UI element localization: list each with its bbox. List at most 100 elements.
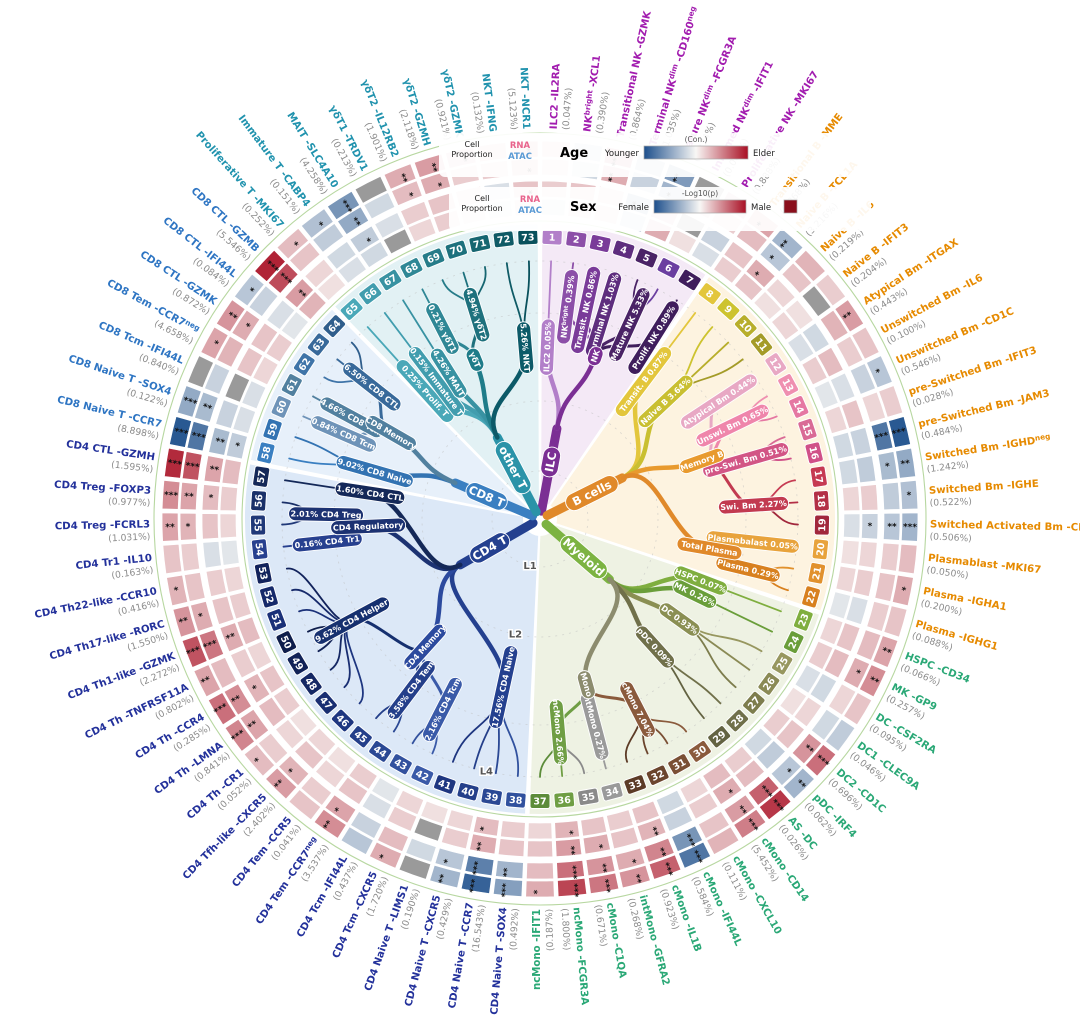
cluster-number: 33 bbox=[627, 778, 643, 793]
cluster-number: 59 bbox=[266, 422, 281, 438]
heatmap-cell-sex-atac bbox=[316, 272, 347, 302]
significance-stars: * bbox=[564, 830, 574, 836]
branch-pill-bg bbox=[540, 446, 562, 478]
cluster-number-box: 25 bbox=[771, 651, 794, 676]
heatmap-cell-sex-atac bbox=[241, 380, 267, 410]
heatmap-cell-age-atac bbox=[377, 825, 409, 853]
heatmap-cell-sex-atac bbox=[395, 789, 425, 816]
leaf-label: CD4 Treg -FCRL3 bbox=[55, 519, 150, 532]
heatmap-cell-sex-rna bbox=[775, 719, 805, 750]
legend-right-label: Male bbox=[751, 203, 771, 213]
cluster-number: 42 bbox=[414, 768, 431, 784]
heatmap-cell-sex-rna bbox=[205, 568, 228, 597]
branch-pill-bg bbox=[395, 359, 455, 423]
level-label: L4 bbox=[480, 766, 493, 777]
cluster-number: 37 bbox=[533, 796, 546, 807]
heatmap-cell-age-rna bbox=[878, 385, 904, 418]
heatmap-cell-sex-rna bbox=[784, 299, 814, 330]
legend-title: Age bbox=[560, 146, 588, 161]
cluster-number-bg bbox=[358, 282, 383, 306]
branch-pill-bg bbox=[614, 346, 673, 418]
heatmap-cell-sex-atac bbox=[219, 485, 238, 512]
heatmap-cell-sex-atac bbox=[813, 380, 839, 410]
heatmap-cell-sex-rna bbox=[849, 426, 872, 456]
heatmap-cell-age-rna bbox=[161, 512, 180, 542]
leaf-percentage: (0.047%) bbox=[561, 87, 575, 130]
cluster-number: 58 bbox=[260, 445, 274, 461]
cluster-number-box: 73 bbox=[517, 228, 539, 246]
branch-pill-bg bbox=[619, 681, 656, 738]
heatmap-cell-sex-atac bbox=[691, 241, 721, 269]
heatmap-cell-sex-atac bbox=[762, 707, 791, 738]
cluster-number-bg bbox=[504, 791, 527, 809]
heatmap-cell-age-rna bbox=[288, 789, 322, 821]
significance-stars: *** bbox=[599, 878, 611, 894]
heatmap-cell-sex-atac bbox=[843, 513, 861, 539]
cluster-number-box: 66 bbox=[358, 282, 383, 306]
significance-stars: ** bbox=[396, 172, 409, 185]
heatmap-cell-age-rna bbox=[843, 692, 873, 726]
significance-stars: *** bbox=[469, 878, 481, 894]
significance-stars: ** bbox=[426, 162, 438, 174]
branch-pill-bg bbox=[702, 442, 790, 478]
heatmap-cell-sex-atac bbox=[359, 241, 389, 269]
cluster-number-box: 49 bbox=[286, 651, 309, 676]
heatmap-cell-age-atac bbox=[843, 656, 871, 689]
significance-stars: *** bbox=[185, 645, 202, 659]
branch-pill-bg bbox=[705, 530, 800, 554]
branch-pill-label: ILC bbox=[542, 451, 559, 473]
heatmap-cell-sex-rna bbox=[400, 200, 431, 227]
leaf-percentage: (1.800%) bbox=[559, 908, 572, 951]
significance-stars: *** bbox=[903, 523, 918, 533]
significance-stars: ** bbox=[225, 632, 238, 645]
significance-stars: *** bbox=[568, 883, 579, 898]
heatmap-cell-sex-atac bbox=[246, 640, 273, 670]
branch-pill: 0.16% CD4 Tr1 bbox=[291, 531, 363, 553]
heatmap-cell-sex-atac bbox=[252, 356, 279, 386]
cluster-number-bg bbox=[809, 465, 828, 488]
branch-pill: ncMono 2.66% bbox=[548, 699, 569, 766]
heatmap-cell-sex-rna bbox=[855, 455, 877, 484]
heatmap-cell-age-atac bbox=[614, 847, 646, 871]
heatmap-cell-age-atac bbox=[223, 683, 252, 716]
heatmap-cell-sex-rna bbox=[745, 258, 776, 289]
cluster-number-box: 37 bbox=[529, 793, 551, 809]
significance-stars: * bbox=[853, 668, 862, 679]
branch-pill-bg bbox=[465, 347, 485, 372]
heatmap-cell-age-atac bbox=[179, 481, 199, 511]
significance-stars: * bbox=[867, 522, 872, 532]
leaf-label: Switched Bm -IGHE bbox=[929, 479, 1039, 497]
significance-stars: *** bbox=[891, 427, 907, 440]
significance-stars: * bbox=[246, 286, 256, 297]
heatmap-cell-sex-atac bbox=[794, 664, 822, 694]
heatmap-cell-sex-atac bbox=[679, 777, 709, 804]
heatmap-cell-age-atac bbox=[883, 512, 901, 541]
heatmap-cell-sex-atac bbox=[258, 664, 286, 694]
leaf-percentage: (0.492%) bbox=[508, 908, 521, 951]
heatmap-cell-age-rna bbox=[866, 355, 893, 389]
leaf-percentage: (1.595%) bbox=[111, 459, 154, 475]
cluster-number-box: 1 bbox=[541, 228, 563, 246]
significance-stars: *** bbox=[501, 883, 512, 898]
significance-stars: ** bbox=[900, 459, 911, 470]
heatmap-cell-sex-atac bbox=[371, 777, 401, 804]
significance-stars: * bbox=[443, 858, 454, 865]
heatmap-cell-sex-atac bbox=[787, 332, 815, 363]
heatmap-cell-sex-atac bbox=[733, 272, 764, 302]
heatmap-cell-age-rna bbox=[891, 574, 914, 607]
significance-stars: * bbox=[197, 612, 205, 623]
branch-pill-bg bbox=[407, 346, 466, 418]
cluster-number: 35 bbox=[581, 791, 596, 804]
cluster-number-bg bbox=[687, 739, 712, 763]
significance-stars: ** bbox=[565, 845, 576, 856]
cluster-number-box: 27 bbox=[742, 690, 766, 715]
cluster-number-box: 8 bbox=[697, 282, 722, 306]
heatmap-cell-sex-rna bbox=[413, 817, 444, 842]
cluster-number-bg bbox=[433, 774, 457, 795]
cluster-number-box: 65 bbox=[339, 297, 364, 321]
cluster-number: 73 bbox=[521, 232, 535, 244]
cluster-number-bg bbox=[399, 257, 424, 279]
cluster-number-bg bbox=[812, 490, 830, 512]
significance-stars: * bbox=[479, 826, 490, 833]
cluster-number-box: 23 bbox=[792, 608, 814, 632]
